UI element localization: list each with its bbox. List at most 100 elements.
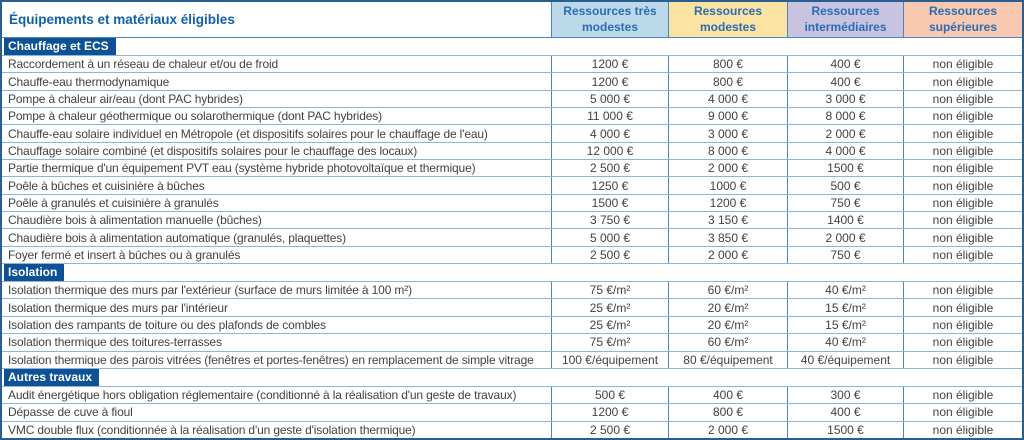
value-cell: 2 500 €	[551, 421, 668, 438]
value-cell: 750 €	[787, 246, 903, 264]
value-cell: non éligible	[903, 177, 1022, 194]
row-label: Isolation thermique des murs par l'extér…	[8, 283, 412, 298]
value-cell: 4 000 €	[668, 90, 787, 108]
column-header-ressources-tres-modestes: Ressources très modestes	[551, 2, 668, 37]
value-cell: 100 €/équipement	[551, 351, 668, 368]
value-cell: 2 000 €	[787, 229, 903, 246]
value-cell: 75 €/m²	[551, 334, 668, 351]
value-cell: non éligible	[903, 73, 1022, 90]
section-title: Autres travaux	[4, 368, 100, 386]
column-header-ressources-intermediaires: Ressources intermédiaires	[787, 2, 903, 37]
table-row: Foyer fermé et insert à bûches ou à gran…	[2, 246, 1022, 265]
value-cell: non éligible	[903, 90, 1022, 108]
value-cell: 3 150 €	[668, 212, 787, 229]
value-cell: 1200 €	[551, 73, 668, 90]
value-cell: non éligible	[903, 142, 1022, 160]
value-cell: 3 850 €	[668, 229, 787, 246]
value-cell: 8 000 €	[668, 142, 787, 160]
table-row: Poêle à granulés et cuisinière à granulé…	[2, 194, 1022, 213]
section-row: Isolation	[2, 264, 1022, 283]
value-cell: non éligible	[903, 229, 1022, 246]
value-cell: 1250 €	[551, 177, 668, 194]
page-title: Équipements et matériaux éligibles	[2, 2, 551, 37]
table-row: Isolation thermique des parois vitrées (…	[2, 351, 1022, 369]
value-cell: 8 000 €	[787, 108, 903, 125]
value-cell: 11 000 €	[551, 108, 668, 125]
value-cell: 4 000 €	[787, 142, 903, 160]
table-row: Pompe à chaleur air/eau (dont PAC hybrid…	[2, 90, 1022, 109]
value-cell: 400 €	[787, 56, 903, 73]
value-cell: 20 €/m²	[668, 299, 787, 316]
value-cell: non éligible	[903, 351, 1022, 368]
row-label: Partie thermique d'un équipement PVT eau…	[8, 161, 476, 176]
value-cell: 3 750 €	[551, 212, 668, 229]
value-cell: 300 €	[787, 386, 903, 404]
table-row: Chauffe-eau thermodynamique 1200 €800 €40…	[2, 73, 1022, 91]
value-cell: 15 €/m²	[787, 299, 903, 316]
table-row: VMC double flux (conditionnée à la réali…	[2, 421, 1022, 438]
row-label: Isolation des rampants de toiture ou des…	[8, 317, 326, 332]
value-cell: 60 €/m²	[668, 334, 787, 351]
table-row: Chauffage solaire combiné (et dispositif…	[2, 142, 1022, 161]
value-cell: 3 000 €	[787, 90, 903, 108]
value-cell: 4 000 €	[551, 125, 668, 142]
value-cell: 500 €	[787, 177, 903, 194]
table-row: Isolation thermique des murs par l'intér…	[2, 299, 1022, 317]
value-cell: 400 €	[787, 404, 903, 421]
row-label: Dépasse de cuve à fioul	[8, 405, 133, 420]
row-label: Poêle à granulés et cuisinière à granulé…	[8, 195, 219, 210]
value-cell: 5 000 €	[551, 90, 668, 108]
value-cell: non éligible	[903, 246, 1022, 264]
row-label: Chauffage solaire combiné (et dispositif…	[8, 143, 418, 158]
row-label: Chauffe-eau solaire individuel en Métrop…	[8, 126, 488, 141]
value-cell: 800 €	[668, 404, 787, 421]
row-label: Isolation thermique des murs par l'intér…	[8, 300, 228, 315]
value-cell: 3 000 €	[668, 125, 787, 142]
value-cell: non éligible	[903, 212, 1022, 229]
value-cell: 40 €/m²	[787, 334, 903, 351]
value-cell: 12 000 €	[551, 142, 668, 160]
table-row: Chaudière bois à alimentation manuelle (…	[2, 212, 1022, 230]
value-cell: 800 €	[668, 56, 787, 73]
value-cell: 40 €/m²	[787, 282, 903, 299]
value-cell: non éligible	[903, 108, 1022, 125]
row-label: Chauffe-eau thermodynamique	[8, 74, 170, 89]
table-row: Chaudière bois à alimentation automatiqu…	[2, 229, 1022, 247]
value-cell: 1500 €	[787, 160, 903, 177]
value-cell: non éligible	[903, 160, 1022, 177]
value-cell: non éligible	[903, 194, 1022, 212]
section-title: Isolation	[4, 264, 65, 282]
value-cell: 75 €/m²	[551, 282, 668, 299]
row-label: Pompe à chaleur géothermique ou solaroth…	[8, 109, 382, 124]
value-cell: non éligible	[903, 421, 1022, 438]
table-row: Isolation des rampants de toiture ou des…	[2, 316, 1022, 335]
row-label: Isolation thermique des toitures-terrass…	[8, 335, 222, 350]
value-cell: 2 500 €	[551, 160, 668, 177]
section-title: Chauffage et ECS	[4, 38, 116, 55]
value-cell: 1500 €	[787, 421, 903, 438]
value-cell: 2 500 €	[551, 246, 668, 264]
value-cell: 25 €/m²	[551, 299, 668, 316]
table-row: Isolation thermique des toitures-terrass…	[2, 334, 1022, 352]
row-label: Foyer fermé et insert à bûches ou à gran…	[8, 247, 241, 262]
value-cell: 2 000 €	[668, 246, 787, 264]
value-cell: non éligible	[903, 334, 1022, 351]
value-cell: non éligible	[903, 56, 1022, 73]
value-cell: 400 €	[668, 386, 787, 404]
value-cell: 1200 €	[551, 404, 668, 421]
value-cell: non éligible	[903, 386, 1022, 404]
value-cell: non éligible	[903, 125, 1022, 142]
value-cell: 2 000 €	[787, 125, 903, 142]
value-cell: 750 €	[787, 194, 903, 212]
value-cell: 40 €/équipement	[787, 351, 903, 368]
table-row: Isolation thermique des murs par l'extér…	[2, 282, 1022, 300]
row-label: Raccordement à un réseau de chaleur et/o…	[8, 57, 279, 72]
table-row: Chauffe-eau solaire individuel en Métrop…	[2, 125, 1022, 143]
value-cell: 60 €/m²	[668, 282, 787, 299]
value-cell: 1200 €	[668, 194, 787, 212]
value-cell: 25 €/m²	[551, 316, 668, 334]
row-label: VMC double flux (conditionnée à la réali…	[8, 422, 416, 437]
value-cell: 15 €/m²	[787, 316, 903, 334]
section-row: Chauffage et ECS	[2, 38, 1022, 56]
